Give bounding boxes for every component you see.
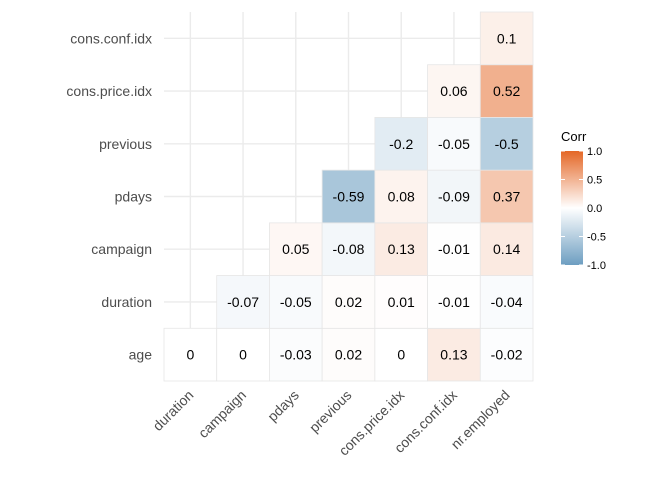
cell-value-label: 0.14	[493, 241, 520, 257]
cell-value-label: 0.13	[388, 241, 415, 257]
heatmap-cell-pdays-cons.price.idx	[374, 169, 428, 224]
heatmap-cell-age-cons.conf.idx	[427, 327, 481, 382]
legend-tick-label: -0.5	[587, 232, 606, 244]
color-legend: Corr 1.0 0.5 0.0 -0.5 -1.0	[561, 129, 606, 272]
heatmap-cell-cons.conf.idx-nr.employed	[479, 11, 534, 66]
cell-value-label: 0.37	[493, 189, 520, 205]
x-tick-label: previous	[306, 387, 355, 436]
cell-value-label: -0.09	[438, 189, 470, 205]
y-axis-tick-labels: age duration campaign pdays previous cons.pri…	[66, 30, 152, 362]
heatmap-cell-age-pdays	[269, 327, 323, 382]
legend-tick-label: -1.0	[587, 260, 606, 272]
cell-value-label: 0	[186, 347, 194, 363]
heatmap-cell-age-nr.employed	[479, 327, 534, 382]
heatmap-cell-campaign-cons.conf.idx	[427, 222, 481, 276]
heatmap-cell-cons.price.idx-nr.employed	[479, 64, 534, 118]
y-tick-label: previous	[99, 136, 152, 152]
legend-colorbar	[561, 151, 583, 265]
heatmap-cell-duration-previous	[321, 275, 376, 329]
heatmap-cell-campaign-nr.employed	[479, 222, 534, 276]
cell-value-label: -0.5	[495, 136, 519, 152]
heatmap-cell-duration-pdays	[269, 275, 323, 329]
cell-value-label: -0.02	[491, 347, 523, 363]
cell-value-label: 0.1	[497, 30, 517, 46]
heatmap-cell-duration-nr.employed	[479, 275, 534, 329]
cell-value-label: -0.03	[280, 347, 312, 363]
heatmap-cell-previous-cons.conf.idx	[427, 117, 481, 171]
legend-tick-label: 0.5	[587, 175, 602, 187]
x-tick-label: campaign	[195, 387, 249, 441]
y-tick-label: cons.conf.idx	[70, 30, 152, 46]
cell-value-label: 0	[239, 347, 247, 363]
heatmap-cells	[163, 11, 534, 382]
cell-value-label: 0.13	[440, 347, 467, 363]
cell-value-label: 0	[397, 347, 405, 363]
legend-ticks: 1.0 0.5 0.0 -0.5 -1.0	[561, 146, 606, 272]
y-tick-label: age	[129, 347, 153, 363]
legend-title: Corr	[561, 129, 587, 144]
cell-value-label: -0.08	[333, 241, 365, 257]
cell-value-label: 0.52	[493, 83, 520, 99]
legend-tick-label: 1.0	[587, 146, 602, 158]
cell-value-label: 0.02	[335, 347, 362, 363]
heatmap-cell-cons.price.idx-cons.conf.idx	[427, 64, 481, 118]
cell-value-label: 0.01	[388, 294, 415, 310]
y-tick-label: cons.price.idx	[66, 83, 152, 99]
heatmap-cell-campaign-cons.price.idx	[374, 222, 428, 276]
cell-value-label: -0.07	[227, 294, 259, 310]
cell-value-label: -0.05	[280, 294, 312, 310]
heatmap-cell-duration-cons.conf.idx	[427, 275, 481, 329]
heatmap-cell-duration-campaign	[216, 275, 270, 329]
cell-value-labels: 0 0 -0.03 0.02 0 0.13 -0.02 -0.07 -0.05 0.02 0.01 -…	[186, 30, 522, 362]
heatmap-cell-campaign-pdays	[269, 222, 323, 276]
cell-value-label: -0.04	[491, 294, 523, 310]
cell-value-label: 0.02	[335, 294, 362, 310]
y-tick-label: campaign	[91, 241, 152, 257]
cell-value-label: -0.01	[438, 294, 470, 310]
x-tick-label: duration	[149, 387, 196, 434]
cell-value-label: -0.2	[389, 136, 413, 152]
cell-value-label: 0.08	[388, 189, 415, 205]
heatmap-cell-previous-cons.price.idx	[374, 117, 428, 171]
x-tick-label: pdays	[264, 387, 302, 425]
y-tick-label: pdays	[115, 189, 152, 205]
cell-value-label: -0.05	[438, 136, 470, 152]
heatmap-cell-duration-cons.price.idx	[374, 275, 428, 329]
cell-value-label: 0.06	[440, 83, 467, 99]
cell-value-label: -0.01	[438, 241, 470, 257]
y-tick-label: duration	[101, 294, 152, 310]
cell-value-label: 0.05	[282, 241, 309, 257]
legend-tick-label: 0.0	[587, 203, 602, 215]
cell-value-label: -0.59	[333, 189, 365, 205]
heatmap-cell-campaign-previous	[321, 222, 376, 276]
heatmap-cell-previous-nr.employed	[479, 117, 534, 171]
